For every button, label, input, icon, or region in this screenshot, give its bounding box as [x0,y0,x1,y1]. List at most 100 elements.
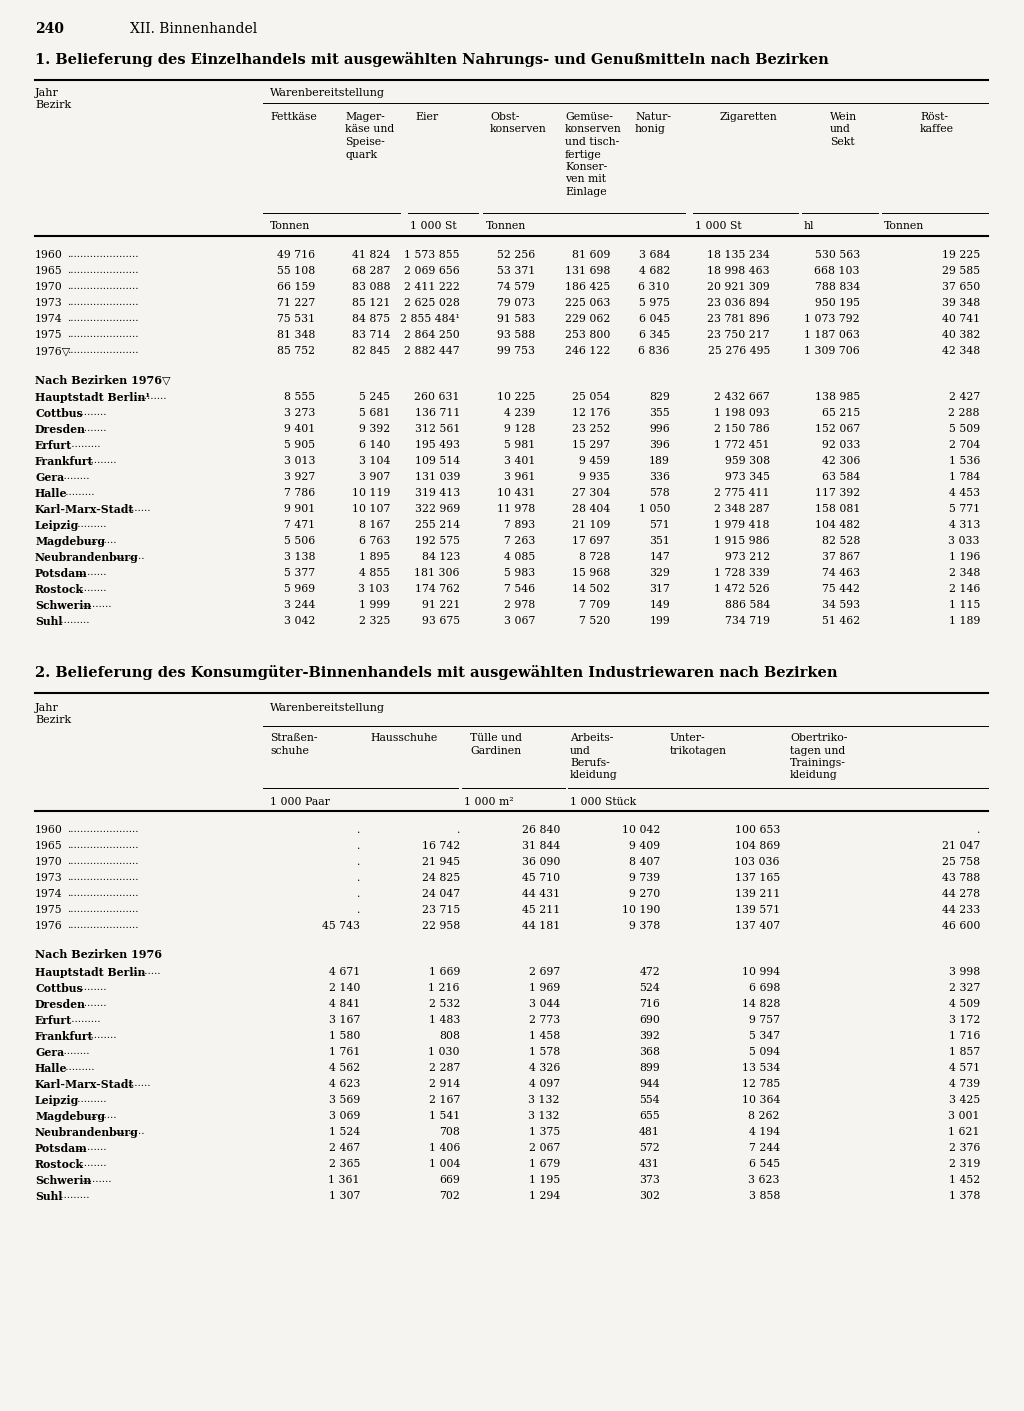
Text: 195 493: 195 493 [415,440,460,450]
Text: 103 036: 103 036 [734,856,780,866]
Text: 9 901: 9 901 [284,504,315,514]
Text: .........: ......... [85,456,117,466]
Text: 9 401: 9 401 [284,423,315,435]
Text: 973 212: 973 212 [725,552,770,562]
Text: 15 968: 15 968 [571,569,610,579]
Text: Gardinen: Gardinen [470,745,521,755]
Text: 5 509: 5 509 [949,423,980,435]
Text: 84 123: 84 123 [422,552,460,562]
Text: konserven: konserven [565,124,622,134]
Text: 1 375: 1 375 [528,1127,560,1137]
Text: Jahr: Jahr [35,87,58,97]
Text: 186 425: 186 425 [565,282,610,292]
Text: 8 555: 8 555 [284,392,315,402]
Text: 4 239: 4 239 [504,408,535,418]
Text: Röst-: Röst- [920,111,948,121]
Text: .........: ......... [79,1175,112,1184]
Text: Arbeits-: Arbeits- [570,732,613,744]
Text: 1965: 1965 [35,267,62,277]
Text: Warenbereitstellung: Warenbereitstellung [270,703,385,713]
Text: 14 502: 14 502 [571,584,610,594]
Text: 2 467: 2 467 [329,1143,360,1153]
Text: 16 742: 16 742 [422,841,460,851]
Text: .........: ......... [57,1191,89,1199]
Text: 1 309 706: 1 309 706 [804,346,860,356]
Text: 3 104: 3 104 [358,456,390,466]
Text: 46 600: 46 600 [942,921,980,931]
Text: 10 190: 10 190 [622,904,660,914]
Text: 4 623: 4 623 [329,1079,360,1089]
Text: 139 571: 139 571 [735,904,780,914]
Text: 2 140: 2 140 [329,983,360,993]
Text: 23 252: 23 252 [571,423,610,435]
Text: 319 413: 319 413 [415,488,460,498]
Text: 312 561: 312 561 [415,423,460,435]
Text: 49 716: 49 716 [276,250,315,260]
Text: 1 378: 1 378 [948,1191,980,1201]
Text: 109 514: 109 514 [415,456,460,466]
Text: Frankfurt: Frankfurt [35,1031,94,1041]
Text: .........: ......... [85,1110,117,1120]
Text: .........: ......... [85,536,117,545]
Text: 808: 808 [439,1031,460,1041]
Text: 7 893: 7 893 [504,521,535,531]
Text: Rostock: Rostock [35,1158,84,1170]
Text: 1 669: 1 669 [429,967,460,976]
Text: 149: 149 [649,600,670,610]
Text: .........: ......... [85,1031,117,1040]
Text: Eier: Eier [415,111,438,121]
Text: Leipzig: Leipzig [35,521,79,531]
Text: 42 306: 42 306 [821,456,860,466]
Text: 75 531: 75 531 [276,315,315,325]
Text: .: . [356,873,360,883]
Text: 2 914: 2 914 [429,1079,460,1089]
Text: 44 181: 44 181 [522,921,560,931]
Text: und tisch-: und tisch- [565,137,620,147]
Text: 4 739: 4 739 [949,1079,980,1089]
Text: ......................: ...................... [67,841,138,849]
Text: 4 671: 4 671 [329,967,360,976]
Text: Nach Bezirken 1976: Nach Bezirken 1976 [35,950,162,959]
Text: 3 273: 3 273 [284,408,315,418]
Text: 3 167: 3 167 [329,1015,360,1024]
Text: ......................: ...................... [67,330,138,339]
Text: Einlage: Einlage [565,188,606,198]
Text: 5 245: 5 245 [358,392,390,402]
Text: 571: 571 [649,521,670,531]
Text: 31 844: 31 844 [522,841,560,851]
Text: 1 857: 1 857 [949,1047,980,1057]
Text: 2 697: 2 697 [528,967,560,976]
Text: und: und [570,745,591,755]
Text: Schwerin: Schwerin [35,600,91,611]
Text: 8 407: 8 407 [629,856,660,866]
Text: 6 698: 6 698 [749,983,780,993]
Text: .........: ......... [128,967,161,976]
Text: 82 845: 82 845 [352,346,390,356]
Text: 3 907: 3 907 [358,473,390,483]
Text: 21 109: 21 109 [571,521,610,531]
Text: 131 698: 131 698 [564,267,610,277]
Text: Jahr: Jahr [35,703,58,713]
Text: 1 196: 1 196 [948,552,980,562]
Text: 84 875: 84 875 [352,315,390,325]
Text: Neubrandenburg: Neubrandenburg [35,552,138,563]
Text: Potsdam: Potsdam [35,1143,88,1154]
Text: 4 682: 4 682 [639,267,670,277]
Text: quark: quark [345,150,377,159]
Text: 1 621: 1 621 [948,1127,980,1137]
Text: 2. Belieferung des Konsumgüter-Binnenhandels mit ausgewählten Industriewaren nac: 2. Belieferung des Konsumgüter-Binnenhan… [35,665,838,680]
Text: 8 262: 8 262 [749,1110,780,1120]
Text: 3 858: 3 858 [749,1191,780,1201]
Text: 1965: 1965 [35,841,62,851]
Text: 68 287: 68 287 [351,267,390,277]
Text: Obst-: Obst- [490,111,519,121]
Text: 431: 431 [639,1158,660,1168]
Text: 37 867: 37 867 [821,552,860,562]
Text: 944: 944 [639,1079,660,1089]
Text: 12 785: 12 785 [741,1079,780,1089]
Text: 1 000 Paar: 1 000 Paar [270,797,330,807]
Text: 530 563: 530 563 [815,250,860,260]
Text: 100 653: 100 653 [734,825,780,835]
Text: 10 107: 10 107 [351,504,390,514]
Text: 690: 690 [639,1015,660,1024]
